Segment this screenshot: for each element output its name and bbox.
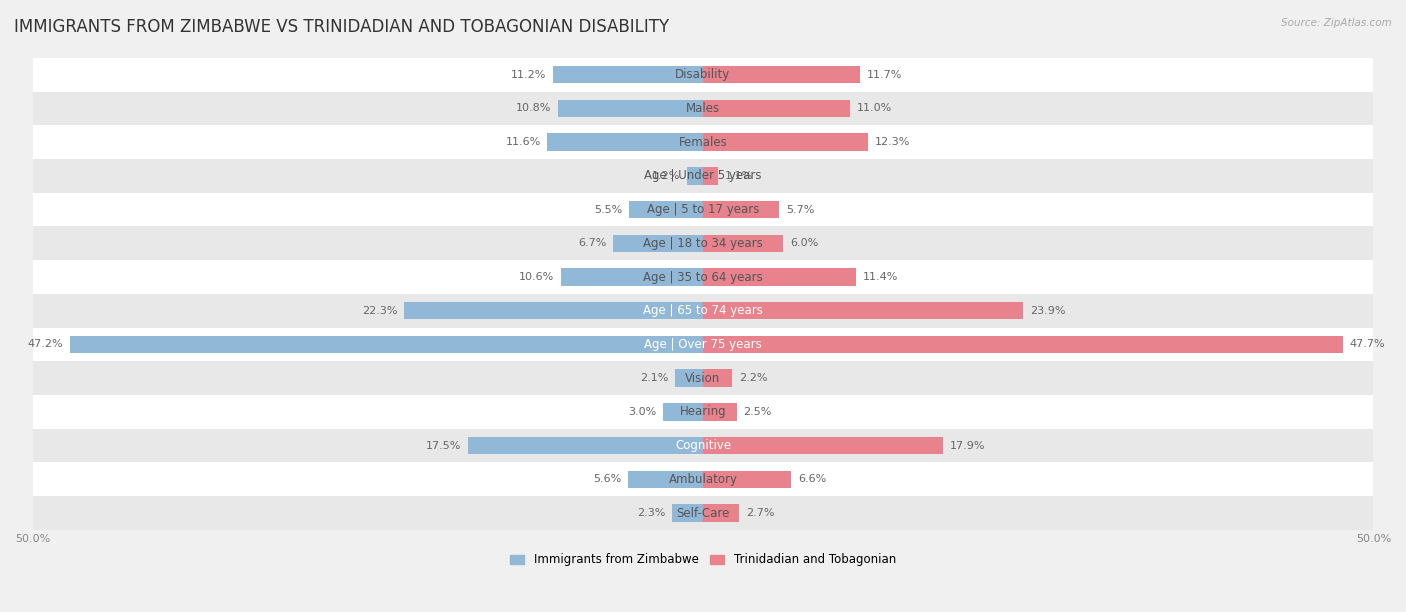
Text: Vision: Vision (685, 371, 721, 385)
Text: 5.5%: 5.5% (595, 204, 623, 215)
Bar (703, 201, 779, 218)
Bar (630, 201, 703, 218)
Bar (703, 370, 733, 387)
Bar (703, 133, 868, 151)
Bar (32, 429, 1374, 463)
Bar (32, 496, 1374, 530)
Bar (32, 159, 1374, 193)
Bar (32, 92, 1374, 125)
Bar (32, 226, 1374, 260)
Bar (672, 504, 703, 522)
Text: 11.0%: 11.0% (858, 103, 893, 113)
Bar (468, 437, 703, 454)
Bar (70, 335, 703, 353)
Text: 1.2%: 1.2% (652, 171, 681, 181)
Text: 11.7%: 11.7% (866, 70, 901, 80)
Bar (662, 403, 703, 420)
Text: 6.0%: 6.0% (790, 238, 818, 248)
Bar (32, 395, 1374, 429)
Text: 2.3%: 2.3% (637, 508, 665, 518)
Bar (32, 463, 1374, 496)
Text: 2.7%: 2.7% (747, 508, 775, 518)
Bar (703, 100, 851, 117)
Legend: Immigrants from Zimbabwe, Trinidadian and Tobagonian: Immigrants from Zimbabwe, Trinidadian an… (510, 553, 896, 567)
Text: Hearing: Hearing (679, 405, 727, 419)
Bar (675, 370, 703, 387)
Bar (703, 335, 1343, 353)
Bar (703, 268, 856, 286)
Text: 11.2%: 11.2% (510, 70, 546, 80)
Text: 6.6%: 6.6% (799, 474, 827, 484)
Text: 10.6%: 10.6% (519, 272, 554, 282)
Bar (703, 66, 860, 83)
Bar (547, 133, 703, 151)
Bar (32, 327, 1374, 361)
Text: 2.1%: 2.1% (640, 373, 668, 383)
Text: 10.8%: 10.8% (516, 103, 551, 113)
Bar (558, 100, 703, 117)
Text: Cognitive: Cognitive (675, 439, 731, 452)
Text: 23.9%: 23.9% (1031, 306, 1066, 316)
Bar (561, 268, 703, 286)
Text: 47.2%: 47.2% (28, 340, 63, 349)
Text: 11.4%: 11.4% (862, 272, 898, 282)
Bar (32, 58, 1374, 92)
Text: 17.5%: 17.5% (426, 441, 461, 450)
Text: Age | 5 to 17 years: Age | 5 to 17 years (647, 203, 759, 216)
Text: Ambulatory: Ambulatory (668, 473, 738, 486)
Bar (703, 234, 783, 252)
Text: Age | 35 to 64 years: Age | 35 to 64 years (643, 271, 763, 283)
Text: 6.7%: 6.7% (578, 238, 606, 248)
Bar (703, 437, 943, 454)
Text: 3.0%: 3.0% (628, 407, 657, 417)
Bar (703, 167, 717, 185)
Text: 5.7%: 5.7% (786, 204, 814, 215)
Text: 5.6%: 5.6% (593, 474, 621, 484)
Text: 47.7%: 47.7% (1350, 340, 1385, 349)
Text: 22.3%: 22.3% (361, 306, 398, 316)
Text: Self-Care: Self-Care (676, 507, 730, 520)
Bar (32, 294, 1374, 327)
Bar (32, 260, 1374, 294)
Text: Disability: Disability (675, 68, 731, 81)
Bar (613, 234, 703, 252)
Bar (32, 361, 1374, 395)
Bar (703, 302, 1024, 319)
Text: IMMIGRANTS FROM ZIMBABWE VS TRINIDADIAN AND TOBAGONIAN DISABILITY: IMMIGRANTS FROM ZIMBABWE VS TRINIDADIAN … (14, 18, 669, 36)
Bar (32, 193, 1374, 226)
Text: Age | 65 to 74 years: Age | 65 to 74 years (643, 304, 763, 317)
Text: Source: ZipAtlas.com: Source: ZipAtlas.com (1281, 18, 1392, 28)
Text: Females: Females (679, 136, 727, 149)
Bar (703, 471, 792, 488)
Text: 2.2%: 2.2% (740, 373, 768, 383)
Bar (688, 167, 703, 185)
Bar (553, 66, 703, 83)
Text: 17.9%: 17.9% (949, 441, 986, 450)
Bar (32, 125, 1374, 159)
Text: 12.3%: 12.3% (875, 137, 910, 147)
Text: 1.1%: 1.1% (724, 171, 752, 181)
Bar (703, 504, 740, 522)
Bar (628, 471, 703, 488)
Text: Males: Males (686, 102, 720, 115)
Bar (404, 302, 703, 319)
Text: 11.6%: 11.6% (506, 137, 541, 147)
Text: Age | 18 to 34 years: Age | 18 to 34 years (643, 237, 763, 250)
Text: Age | Over 75 years: Age | Over 75 years (644, 338, 762, 351)
Text: Age | Under 5 years: Age | Under 5 years (644, 170, 762, 182)
Bar (703, 403, 737, 420)
Text: 2.5%: 2.5% (744, 407, 772, 417)
